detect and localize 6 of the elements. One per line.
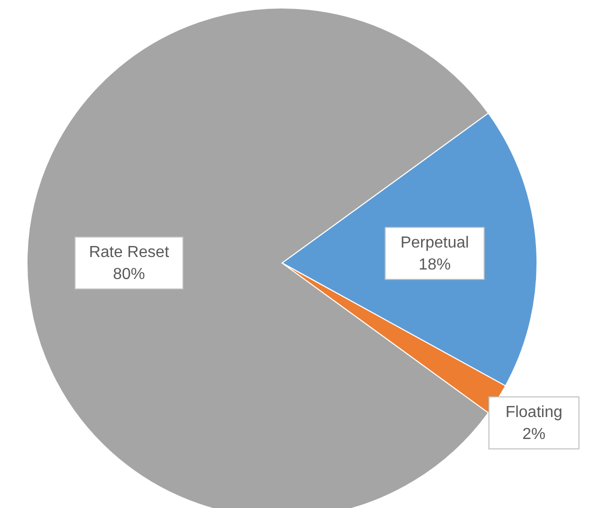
slice-label: Perpetual — [400, 234, 469, 252]
slice-label: Rate Reset — [88, 244, 170, 261]
data-label: 18% — [418, 256, 451, 274]
slice-label: Floating — [505, 404, 562, 421]
data-label: 2% — [522, 426, 546, 443]
data-label: 80% — [112, 266, 146, 283]
